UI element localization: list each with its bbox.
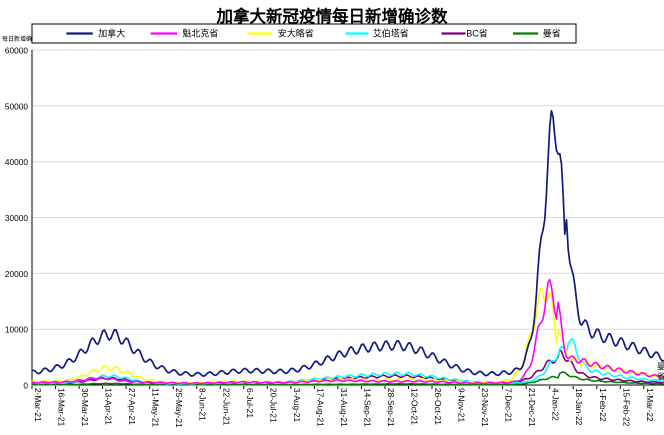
svg-text:13-Apr-21: 13-Apr-21	[104, 388, 114, 425]
svg-text:30-Mar-21: 30-Mar-21	[80, 388, 90, 427]
svg-text:曼省: 曼省	[543, 28, 561, 39]
svg-text:1-Feb-22: 1-Feb-22	[598, 388, 608, 422]
svg-text:魁北克省: 魁北克省	[182, 28, 218, 39]
svg-text:16-Mar-21: 16-Mar-21	[57, 388, 67, 427]
svg-text:9-Nov-21: 9-Nov-21	[457, 388, 467, 423]
svg-text:17-Aug-21: 17-Aug-21	[315, 388, 325, 427]
svg-text:40000: 40000	[5, 157, 28, 167]
svg-text:艾伯塔省: 艾伯塔省	[373, 28, 409, 39]
svg-text:10000: 10000	[5, 325, 28, 335]
svg-text:20000: 20000	[5, 269, 28, 279]
svg-text:安大略省: 安大略省	[278, 28, 314, 39]
svg-text:50000: 50000	[5, 101, 28, 111]
svg-text:曼: 曼	[657, 362, 664, 371]
svg-text:18-Jan-22: 18-Jan-22	[574, 388, 584, 426]
svg-text:28-Sep-21: 28-Sep-21	[386, 388, 396, 427]
svg-text:15-Feb-22: 15-Feb-22	[621, 388, 631, 427]
svg-text:30000: 30000	[5, 213, 28, 223]
svg-text:省: 省	[657, 371, 664, 381]
svg-text:1-Mar-22: 1-Mar-22	[645, 388, 655, 422]
svg-text:12-Oct-21: 12-Oct-21	[410, 388, 420, 425]
svg-text:60000: 60000	[5, 46, 28, 56]
svg-text:6-Jul-21: 6-Jul-21	[245, 388, 255, 418]
svg-text:14-Sep-21: 14-Sep-21	[362, 388, 372, 427]
svg-text:27-Apr-21: 27-Apr-21	[127, 388, 137, 425]
svg-text:BC省: BC省	[466, 28, 488, 39]
svg-text:3-Aug-21: 3-Aug-21	[292, 388, 302, 423]
svg-text:31-Aug-21: 31-Aug-21	[339, 388, 349, 427]
svg-text:22-Jun-21: 22-Jun-21	[221, 388, 231, 426]
svg-text:8-Jun-21: 8-Jun-21	[198, 388, 208, 421]
svg-text:4-Jan-22: 4-Jan-22	[551, 388, 561, 421]
svg-text:0: 0	[23, 381, 28, 391]
svg-text:20-Jul-21: 20-Jul-21	[268, 388, 278, 423]
svg-text:26-Oct-21: 26-Oct-21	[433, 388, 443, 425]
svg-text:2-Mar-21: 2-Mar-21	[33, 388, 43, 422]
svg-text:25-May-21: 25-May-21	[174, 388, 184, 428]
svg-text:7-Dec-21: 7-Dec-21	[504, 388, 514, 423]
svg-text:23-Nov-21: 23-Nov-21	[480, 388, 490, 427]
svg-text:11-May-21: 11-May-21	[151, 388, 161, 427]
svg-text:21-Dec-21: 21-Dec-21	[527, 388, 537, 427]
svg-text:加拿大: 加拿大	[98, 28, 125, 39]
